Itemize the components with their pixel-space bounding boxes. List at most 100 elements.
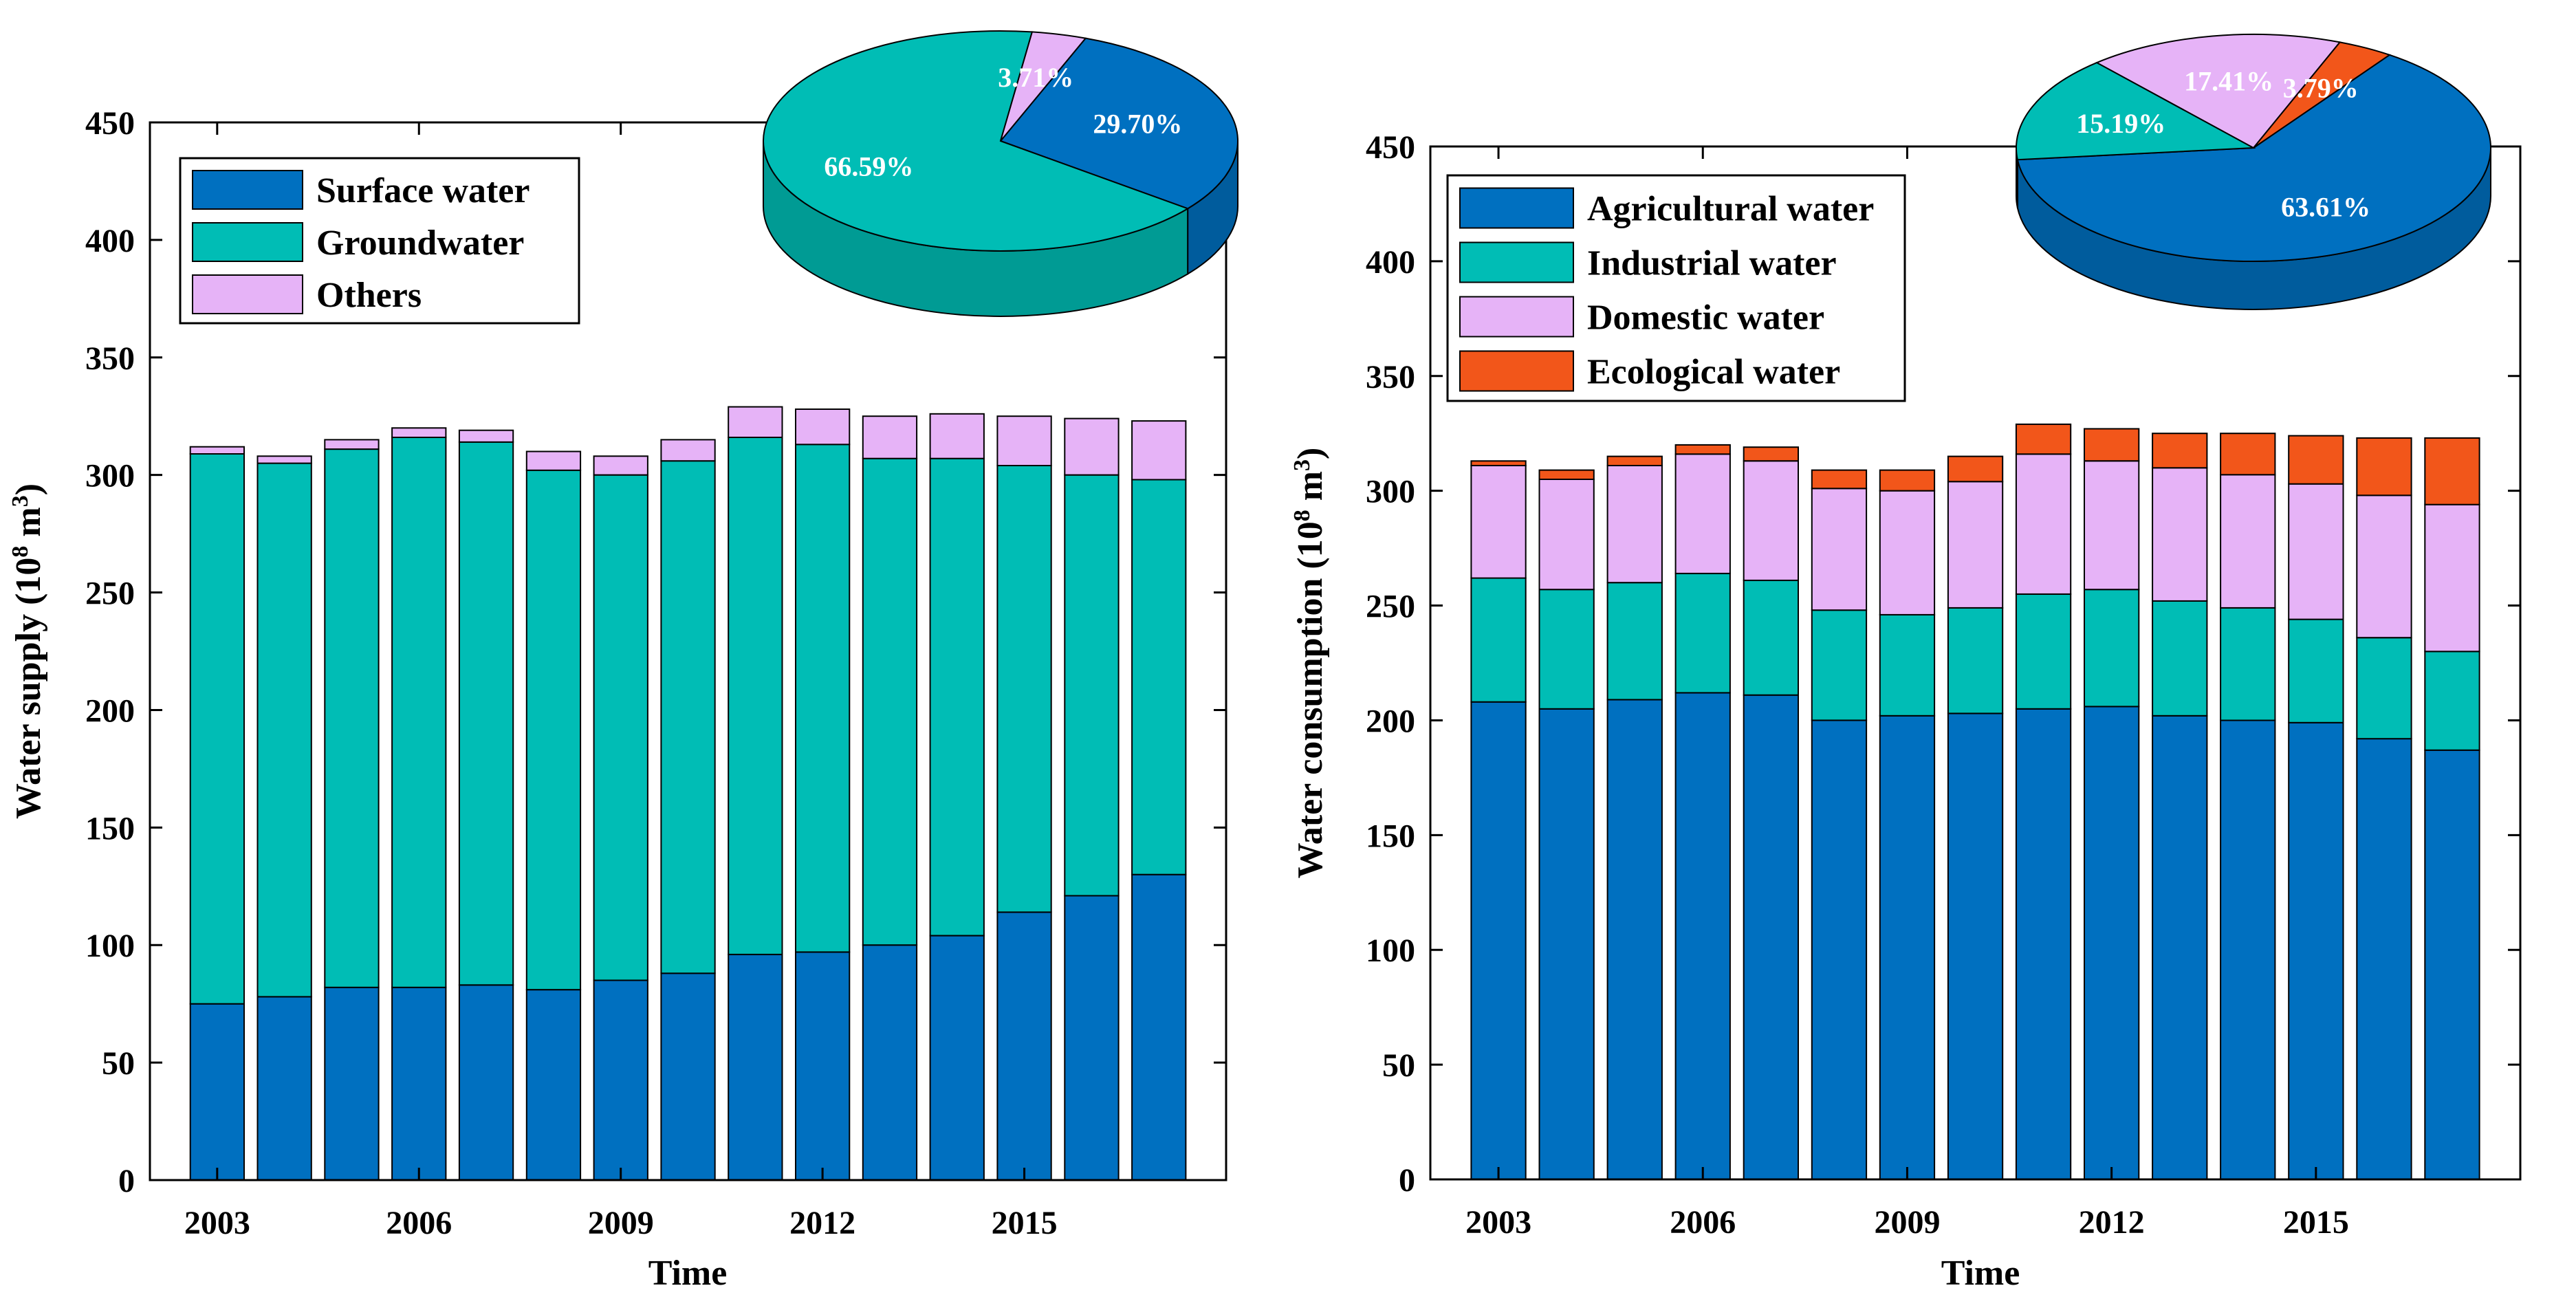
bar-surface-water-2014 <box>929 935 985 1181</box>
y-tick-label-300: 300 <box>85 458 135 494</box>
bar-domestic-water-2017 <box>2424 503 2480 653</box>
bar-domestic-water-2003 <box>1470 465 1527 579</box>
legend-label-industrial-water: Industrial water <box>1587 244 1837 283</box>
bar-industrial-water-2009 <box>1879 613 1936 717</box>
legend-swatch-domestic-water <box>1459 296 1574 338</box>
water-consumption-bars <box>1470 423 2480 1181</box>
bar-agricultural-water-2009 <box>1879 715 1936 1181</box>
legend-swatch-groundwater <box>192 222 303 262</box>
bar-industrial-water-2007 <box>1743 579 1799 696</box>
bar-others-2003 <box>189 446 245 455</box>
bar-ecological-water-2006 <box>1674 444 1731 455</box>
pie-label-industrial-water: 15.19% <box>2076 108 2165 139</box>
bar-agricultural-water-2014 <box>2220 719 2276 1180</box>
bar-domestic-water-2010 <box>1947 481 2004 609</box>
bar-agricultural-water-2010 <box>1947 712 2004 1180</box>
bar-ecological-water-2013 <box>2152 433 2208 469</box>
y-tick-label-150: 150 <box>1366 818 1415 854</box>
pie-label-domestic-water: 17.41% <box>2184 65 2273 96</box>
bar-industrial-water-2016 <box>2356 637 2412 740</box>
pie-slice-surface-water <box>999 37 1238 210</box>
y-tick-label-300: 300 <box>1366 474 1415 510</box>
pie-label-surface-water: 29.70% <box>1093 108 1182 139</box>
pie-label-ecological-water: 3.79% <box>2283 73 2359 104</box>
water-supply-axis-ticks: 0 50 100 150 200 250 300 350 400 450 2003 2006 2009 2… <box>85 105 1226 1241</box>
bar-others-2012 <box>795 408 851 446</box>
water-supply-legend: Surface water Groundwater Others <box>179 157 580 325</box>
bar-surface-water-2011 <box>728 953 783 1181</box>
bar-surface-water-2017 <box>1131 873 1187 1181</box>
bar-ecological-water-2007 <box>1743 446 1799 462</box>
legend-swatch-agricultural-water <box>1459 187 1574 229</box>
water-supply-plot-frame <box>149 121 1227 1181</box>
bar-ecological-water-2004 <box>1538 469 1595 480</box>
y-tick-label-0: 0 <box>118 1163 135 1199</box>
pie-slice-industrial-water <box>2016 61 2256 161</box>
bar-domestic-water-2007 <box>1743 460 1799 581</box>
legend-label-agricultural-water: Agricultural water <box>1587 190 1874 229</box>
bar-domestic-water-2012 <box>2084 460 2140 591</box>
x-tick-label-2009: 2009 <box>588 1205 654 1241</box>
water-consumption-pie: 63.61% 15.19% 17.41% 3.79% <box>2015 34 2491 311</box>
y-tick-label-50: 50 <box>102 1045 135 1082</box>
y-tick-label-350: 350 <box>1366 359 1415 395</box>
bar-agricultural-water-2006 <box>1674 692 1731 1180</box>
bar-surface-water-2012 <box>795 951 851 1181</box>
pie-label-groundwater: 66.59% <box>824 151 913 182</box>
bar-agricultural-water-2013 <box>2152 715 2208 1181</box>
x-tick-label-2009: 2009 <box>1874 1204 1940 1241</box>
y-tick-label-0: 0 <box>1399 1162 1415 1199</box>
bar-others-2011 <box>728 406 783 438</box>
bar-groundwater-2016 <box>1064 474 1120 897</box>
legend-label-domestic-water: Domestic water <box>1587 298 1824 338</box>
bar-industrial-water-2014 <box>2220 607 2276 721</box>
bar-surface-water-2007 <box>458 984 514 1181</box>
x-tick-label-2012: 2012 <box>2079 1204 2145 1241</box>
bar-ecological-water-2017 <box>2424 437 2480 505</box>
bar-ecological-water-2005 <box>1606 455 1663 466</box>
bar-agricultural-water-2016 <box>2356 738 2412 1180</box>
bar-domestic-water-2013 <box>2152 467 2208 602</box>
water-consumption-plot-frame <box>1429 145 2522 1181</box>
water-supply-x-axis-title: Time <box>648 1254 728 1293</box>
bar-domestic-water-2004 <box>1538 479 1595 591</box>
bar-ecological-water-2016 <box>2356 437 2412 497</box>
y-tick-label-400: 400 <box>85 223 135 259</box>
water-consumption-y-axis-title: Water consumption (108 m3) <box>1289 448 1331 879</box>
bar-ecological-water-2008 <box>1811 469 1868 490</box>
bar-agricultural-water-2005 <box>1606 699 1663 1180</box>
bar-groundwater-2006 <box>391 437 447 988</box>
bar-others-2010 <box>660 439 716 462</box>
bar-domestic-water-2009 <box>1879 490 1936 615</box>
bar-others-2005 <box>324 439 380 450</box>
legend-swatch-ecological-water <box>1459 350 1574 392</box>
bar-others-2013 <box>862 415 918 459</box>
legend-label-surface-water: Surface water <box>316 171 530 210</box>
bar-agricultural-water-2012 <box>2084 706 2140 1180</box>
legend-label-others: Others <box>316 276 422 315</box>
pie-slice-groundwater <box>763 30 1190 252</box>
bar-industrial-water-2008 <box>1811 609 1868 721</box>
bar-domestic-water-2016 <box>2356 494 2412 639</box>
bar-industrial-water-2012 <box>2084 589 2140 708</box>
y-tick-label-450: 450 <box>85 105 135 142</box>
bar-surface-water-2009 <box>593 979 648 1181</box>
y-tick-label-100: 100 <box>85 928 135 964</box>
y-tick-label-250: 250 <box>85 576 135 612</box>
bar-domestic-water-2006 <box>1674 453 1731 574</box>
bar-others-2006 <box>391 427 447 438</box>
bar-groundwater-2015 <box>996 465 1052 913</box>
water-supply-y-axis-title: Water supply (108 m3) <box>8 483 49 819</box>
x-tick-label-2003: 2003 <box>184 1205 250 1241</box>
bar-agricultural-water-2017 <box>2424 749 2480 1181</box>
bar-domestic-water-2011 <box>2015 453 2072 595</box>
bar-ecological-water-2009 <box>1879 469 1936 492</box>
bar-domestic-water-2015 <box>2288 483 2344 620</box>
bar-surface-water-2010 <box>660 972 716 1181</box>
pie-slice-agricultural-water <box>2016 54 2491 263</box>
legend-label-groundwater: Groundwater <box>316 224 524 263</box>
legend-label-ecological-water: Ecological water <box>1587 353 1840 392</box>
y-tick-label-450: 450 <box>1366 129 1415 166</box>
bar-industrial-water-2010 <box>1947 607 2004 715</box>
